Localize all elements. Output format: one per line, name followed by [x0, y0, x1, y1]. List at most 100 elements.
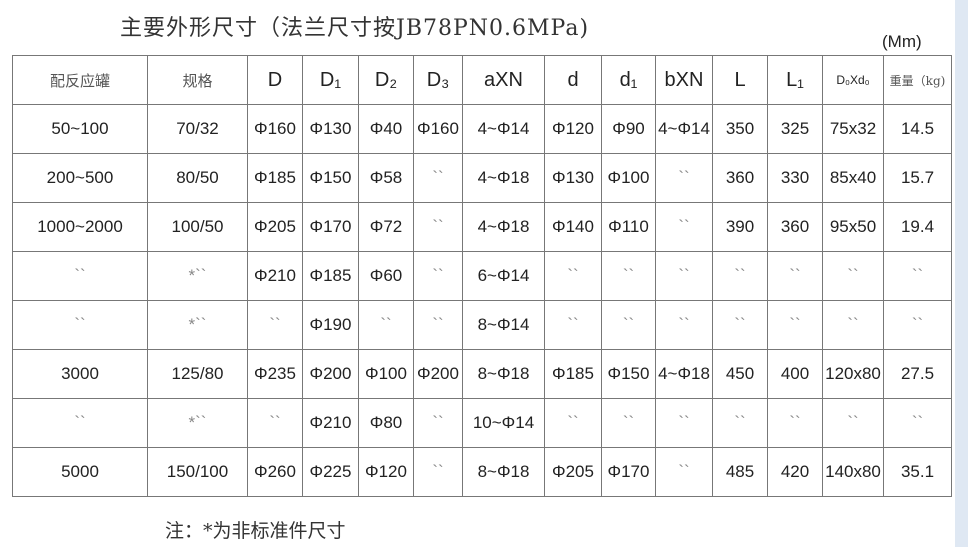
- table-cell: Φ130: [544, 153, 602, 203]
- table-cell: *``: [147, 251, 248, 301]
- table-cell: 325: [767, 104, 823, 154]
- table-cell: Φ150: [302, 153, 359, 203]
- table-cell: 4~Φ18: [462, 202, 545, 252]
- column-header: aXN: [462, 55, 545, 105]
- table-cell: Φ160: [413, 104, 463, 154]
- table-cell: Φ210: [247, 251, 303, 301]
- table-cell: Φ260: [247, 447, 303, 497]
- table-cell: *``: [147, 300, 248, 350]
- column-header: 配反应罐: [12, 55, 148, 105]
- table-cell: Φ210: [302, 398, 359, 448]
- table-cell: 1000~2000: [12, 202, 148, 252]
- table-cell: 10~Φ14: [462, 398, 545, 448]
- table-cell: 4~Φ18: [655, 349, 713, 399]
- column-header: bXN: [655, 55, 713, 105]
- column-header: 规格: [147, 55, 248, 105]
- table-cell: 100/50: [147, 202, 248, 252]
- table-cell: 4~Φ14: [655, 104, 713, 154]
- table-cell: 150/100: [147, 447, 248, 497]
- table-row: 5000 150/100 Φ260 Φ225 Φ120 `` 8~Φ18 Φ205 Φ170 ``…: [12, 447, 952, 497]
- table-cell: 125/80: [147, 349, 248, 399]
- table-cell: 360: [712, 153, 768, 203]
- table-cell: Φ185: [247, 153, 303, 203]
- table-cell: Φ185: [302, 251, 359, 301]
- table-cell: 450: [712, 349, 768, 399]
- table-cell: Φ120: [544, 104, 602, 154]
- table-cell: ``: [883, 300, 952, 350]
- table-cell: 8~Φ18: [462, 447, 545, 497]
- table-cell: ``: [822, 398, 884, 448]
- table-cell: ``: [601, 398, 656, 448]
- column-header: d: [544, 55, 602, 105]
- table-cell: ``: [655, 447, 713, 497]
- table-cell: 27.5: [883, 349, 952, 399]
- table-cell: ``: [413, 300, 463, 350]
- column-header: D₃: [413, 55, 463, 105]
- header-row: 配反应罐 规格 D D₁ D₂ D₃ aXN d d₁ bXN L L₁ D₀Xd₀ 重量（kg): [12, 55, 952, 105]
- table-cell: Φ205: [544, 447, 602, 497]
- table-cell: ``: [413, 398, 463, 448]
- side-strip: [955, 0, 968, 547]
- table-cell: Φ170: [302, 202, 359, 252]
- table-row: `` *`` `` Φ210 Φ80 `` 10~Φ14 `` `` `` `` `` `` ``: [12, 398, 952, 448]
- table-cell: ``: [12, 398, 148, 448]
- table-cell: Φ185: [544, 349, 602, 399]
- table-cell: ``: [883, 251, 952, 301]
- table-cell: ``: [712, 300, 768, 350]
- table-row: 3000 125/80 Φ235 Φ200 Φ100 Φ200 8~Φ18 Φ185 Φ150 4…: [12, 349, 952, 399]
- table-row: 50~100 70/32 Φ160 Φ130 Φ40 Φ160 4~Φ14 Φ120 Φ90 4~…: [12, 104, 952, 154]
- table-cell: Φ90: [601, 104, 656, 154]
- table-cell: 35.1: [883, 447, 952, 497]
- column-header: D₀Xd₀: [822, 55, 884, 105]
- table-cell: 19.4: [883, 202, 952, 252]
- unit-label: (Mm): [882, 32, 922, 51]
- table-cell: ``: [822, 251, 884, 301]
- table-cell: Φ200: [413, 349, 463, 399]
- table-cell: ``: [544, 300, 602, 350]
- column-header: L₁: [767, 55, 823, 105]
- table-cell: Φ120: [358, 447, 414, 497]
- table-cell: ``: [413, 153, 463, 203]
- table-cell: Φ170: [601, 447, 656, 497]
- column-header: D₁: [302, 55, 359, 105]
- table-cell: Φ130: [302, 104, 359, 154]
- table-cell: 5000: [12, 447, 148, 497]
- table-cell: Φ72: [358, 202, 414, 252]
- table-cell: 70/32: [147, 104, 248, 154]
- table-cell: 6~Φ14: [462, 251, 545, 301]
- dimensions-table: 配反应罐 规格 D D₁ D₂ D₃ aXN d d₁ bXN L L₁ D₀Xd₀ 重量（kg) 50~1…: [12, 55, 952, 497]
- table-cell: 4~Φ14: [462, 104, 545, 154]
- table-cell: 14.5: [883, 104, 952, 154]
- table-cell: Φ225: [302, 447, 359, 497]
- table-cell: 3000: [12, 349, 148, 399]
- table-cell: Φ205: [247, 202, 303, 252]
- table-cell: ``: [544, 398, 602, 448]
- table-cell: ``: [358, 300, 414, 350]
- table-cell: 8~Φ14: [462, 300, 545, 350]
- table-cell: 8~Φ18: [462, 349, 545, 399]
- table-cell: Φ58: [358, 153, 414, 203]
- table-cell: Φ100: [358, 349, 414, 399]
- table-row: 200~500 80/50 Φ185 Φ150 Φ58 `` 4~Φ18 Φ130 Φ100 ``…: [12, 153, 952, 203]
- table-cell: ``: [767, 398, 823, 448]
- table-cell: ``: [601, 300, 656, 350]
- table-cell: Φ100: [601, 153, 656, 203]
- table-cell: 330: [767, 153, 823, 203]
- table-cell: ``: [655, 202, 713, 252]
- table-cell: 390: [712, 202, 768, 252]
- table-cell: 15.7: [883, 153, 952, 203]
- column-header: D: [247, 55, 303, 105]
- column-header: D₂: [358, 55, 414, 105]
- table-cell: 120x80: [822, 349, 884, 399]
- table-cell: 80/50: [147, 153, 248, 203]
- table-cell: Φ150: [601, 349, 656, 399]
- table-cell: Φ110: [601, 202, 656, 252]
- table-cell: ``: [655, 153, 713, 203]
- column-header: L: [712, 55, 768, 105]
- table-cell: ``: [247, 300, 303, 350]
- table-cell: ``: [413, 251, 463, 301]
- table-cell: 400: [767, 349, 823, 399]
- page-title: 主要外形尺寸（法兰尺寸按JB78PN0.6MPa): [120, 16, 590, 41]
- table-cell: ``: [712, 398, 768, 448]
- table-cell: ``: [544, 251, 602, 301]
